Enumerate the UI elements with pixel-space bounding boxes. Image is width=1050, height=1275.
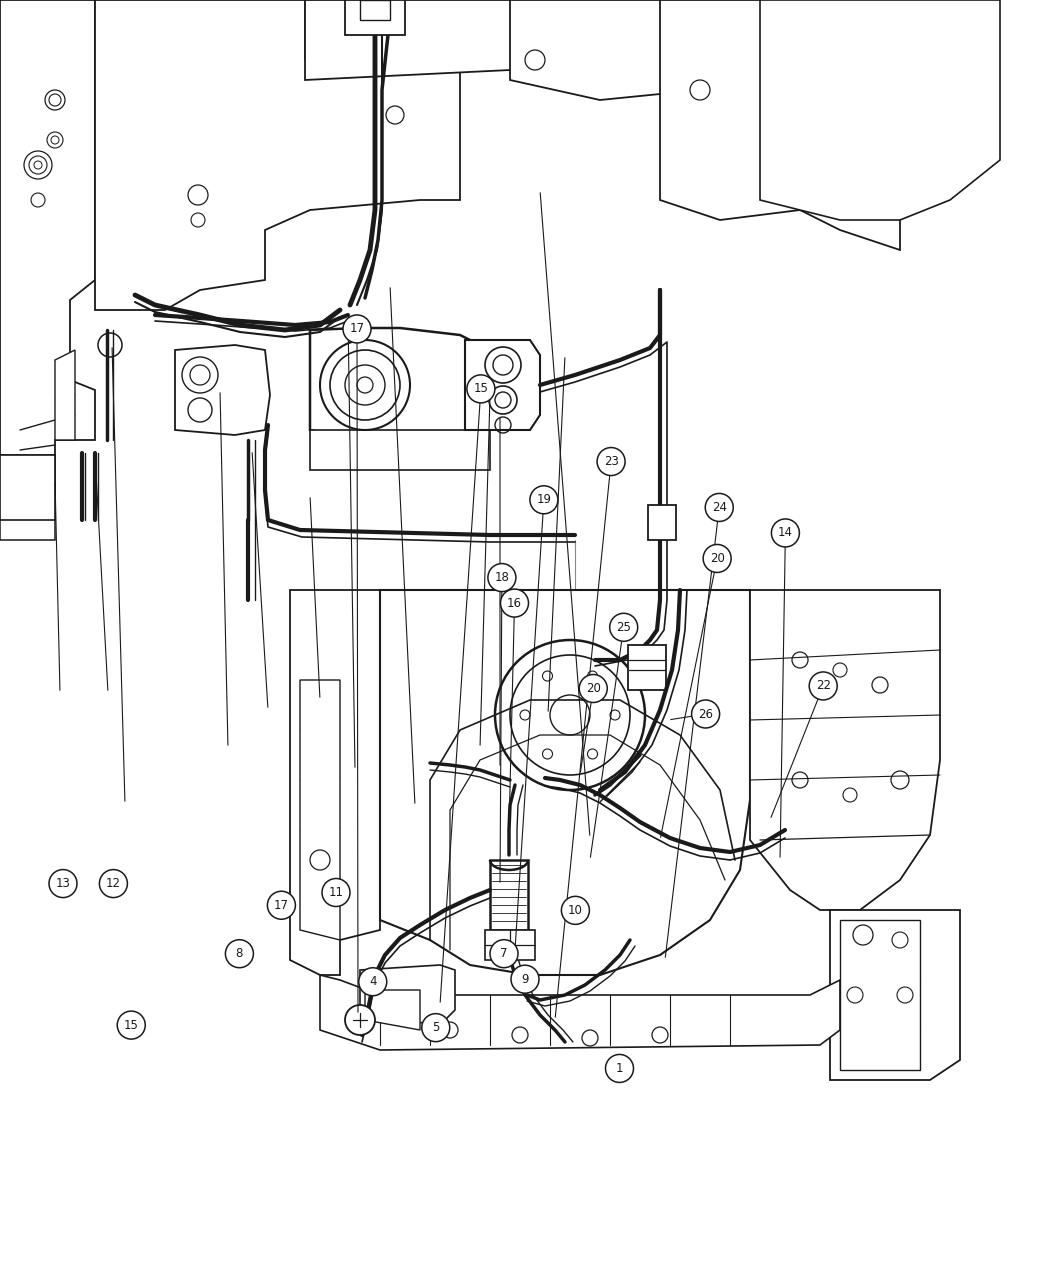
Text: 26: 26 <box>698 708 713 720</box>
Circle shape <box>359 968 386 996</box>
Polygon shape <box>840 921 920 1070</box>
Circle shape <box>345 1005 375 1035</box>
Circle shape <box>704 544 731 572</box>
Circle shape <box>501 589 528 617</box>
Polygon shape <box>830 910 960 1080</box>
Polygon shape <box>55 351 75 440</box>
Text: 10: 10 <box>568 904 583 917</box>
Circle shape <box>488 564 516 592</box>
Polygon shape <box>304 0 480 60</box>
Circle shape <box>606 1054 633 1082</box>
Circle shape <box>580 674 607 703</box>
Polygon shape <box>94 0 460 310</box>
Text: 20: 20 <box>710 552 724 565</box>
Polygon shape <box>0 455 55 541</box>
Polygon shape <box>300 680 340 940</box>
Polygon shape <box>290 590 380 975</box>
Circle shape <box>118 1011 145 1039</box>
Circle shape <box>343 315 371 343</box>
Polygon shape <box>320 975 840 1051</box>
Bar <box>490 861 528 955</box>
Circle shape <box>49 870 77 898</box>
Circle shape <box>100 870 127 898</box>
Circle shape <box>511 965 539 993</box>
Text: 20: 20 <box>586 682 601 695</box>
Polygon shape <box>175 346 270 435</box>
Polygon shape <box>660 0 900 250</box>
Circle shape <box>422 1014 449 1042</box>
Text: 12: 12 <box>106 877 121 890</box>
Text: 22: 22 <box>816 680 831 692</box>
Text: 17: 17 <box>350 323 364 335</box>
Circle shape <box>467 375 495 403</box>
Circle shape <box>268 891 295 919</box>
Polygon shape <box>310 328 490 440</box>
Text: 8: 8 <box>235 947 244 960</box>
Text: 25: 25 <box>616 621 631 634</box>
Polygon shape <box>0 0 94 510</box>
Circle shape <box>810 672 837 700</box>
Bar <box>648 505 676 541</box>
Text: 15: 15 <box>474 382 488 395</box>
Text: 9: 9 <box>521 973 529 986</box>
Text: 17: 17 <box>274 899 289 912</box>
Text: 16: 16 <box>507 597 522 609</box>
Polygon shape <box>750 590 940 910</box>
Text: 13: 13 <box>56 877 70 890</box>
Text: 24: 24 <box>712 501 727 514</box>
Polygon shape <box>380 590 750 975</box>
Circle shape <box>490 940 518 968</box>
Text: 18: 18 <box>495 571 509 584</box>
Circle shape <box>562 896 589 924</box>
Polygon shape <box>510 0 700 99</box>
Text: 11: 11 <box>329 886 343 899</box>
Polygon shape <box>360 965 455 1025</box>
Circle shape <box>706 493 733 521</box>
Bar <box>628 645 666 690</box>
Polygon shape <box>365 989 420 1030</box>
Polygon shape <box>0 455 55 520</box>
Text: 4: 4 <box>369 975 377 988</box>
Text: 23: 23 <box>604 455 618 468</box>
Bar <box>485 929 536 960</box>
Circle shape <box>322 878 350 907</box>
Circle shape <box>530 486 558 514</box>
Circle shape <box>692 700 719 728</box>
Circle shape <box>610 613 637 641</box>
Bar <box>360 0 390 20</box>
Polygon shape <box>760 0 1000 221</box>
Text: 19: 19 <box>537 493 551 506</box>
Text: 15: 15 <box>124 1019 139 1031</box>
Bar <box>345 0 405 34</box>
Text: 1: 1 <box>615 1062 624 1075</box>
Polygon shape <box>304 0 700 80</box>
Circle shape <box>597 448 625 476</box>
Text: 7: 7 <box>500 947 508 960</box>
Polygon shape <box>310 430 490 470</box>
Text: 14: 14 <box>778 527 793 539</box>
Polygon shape <box>465 340 540 430</box>
Circle shape <box>772 519 799 547</box>
Circle shape <box>226 940 253 968</box>
Text: 5: 5 <box>432 1021 440 1034</box>
